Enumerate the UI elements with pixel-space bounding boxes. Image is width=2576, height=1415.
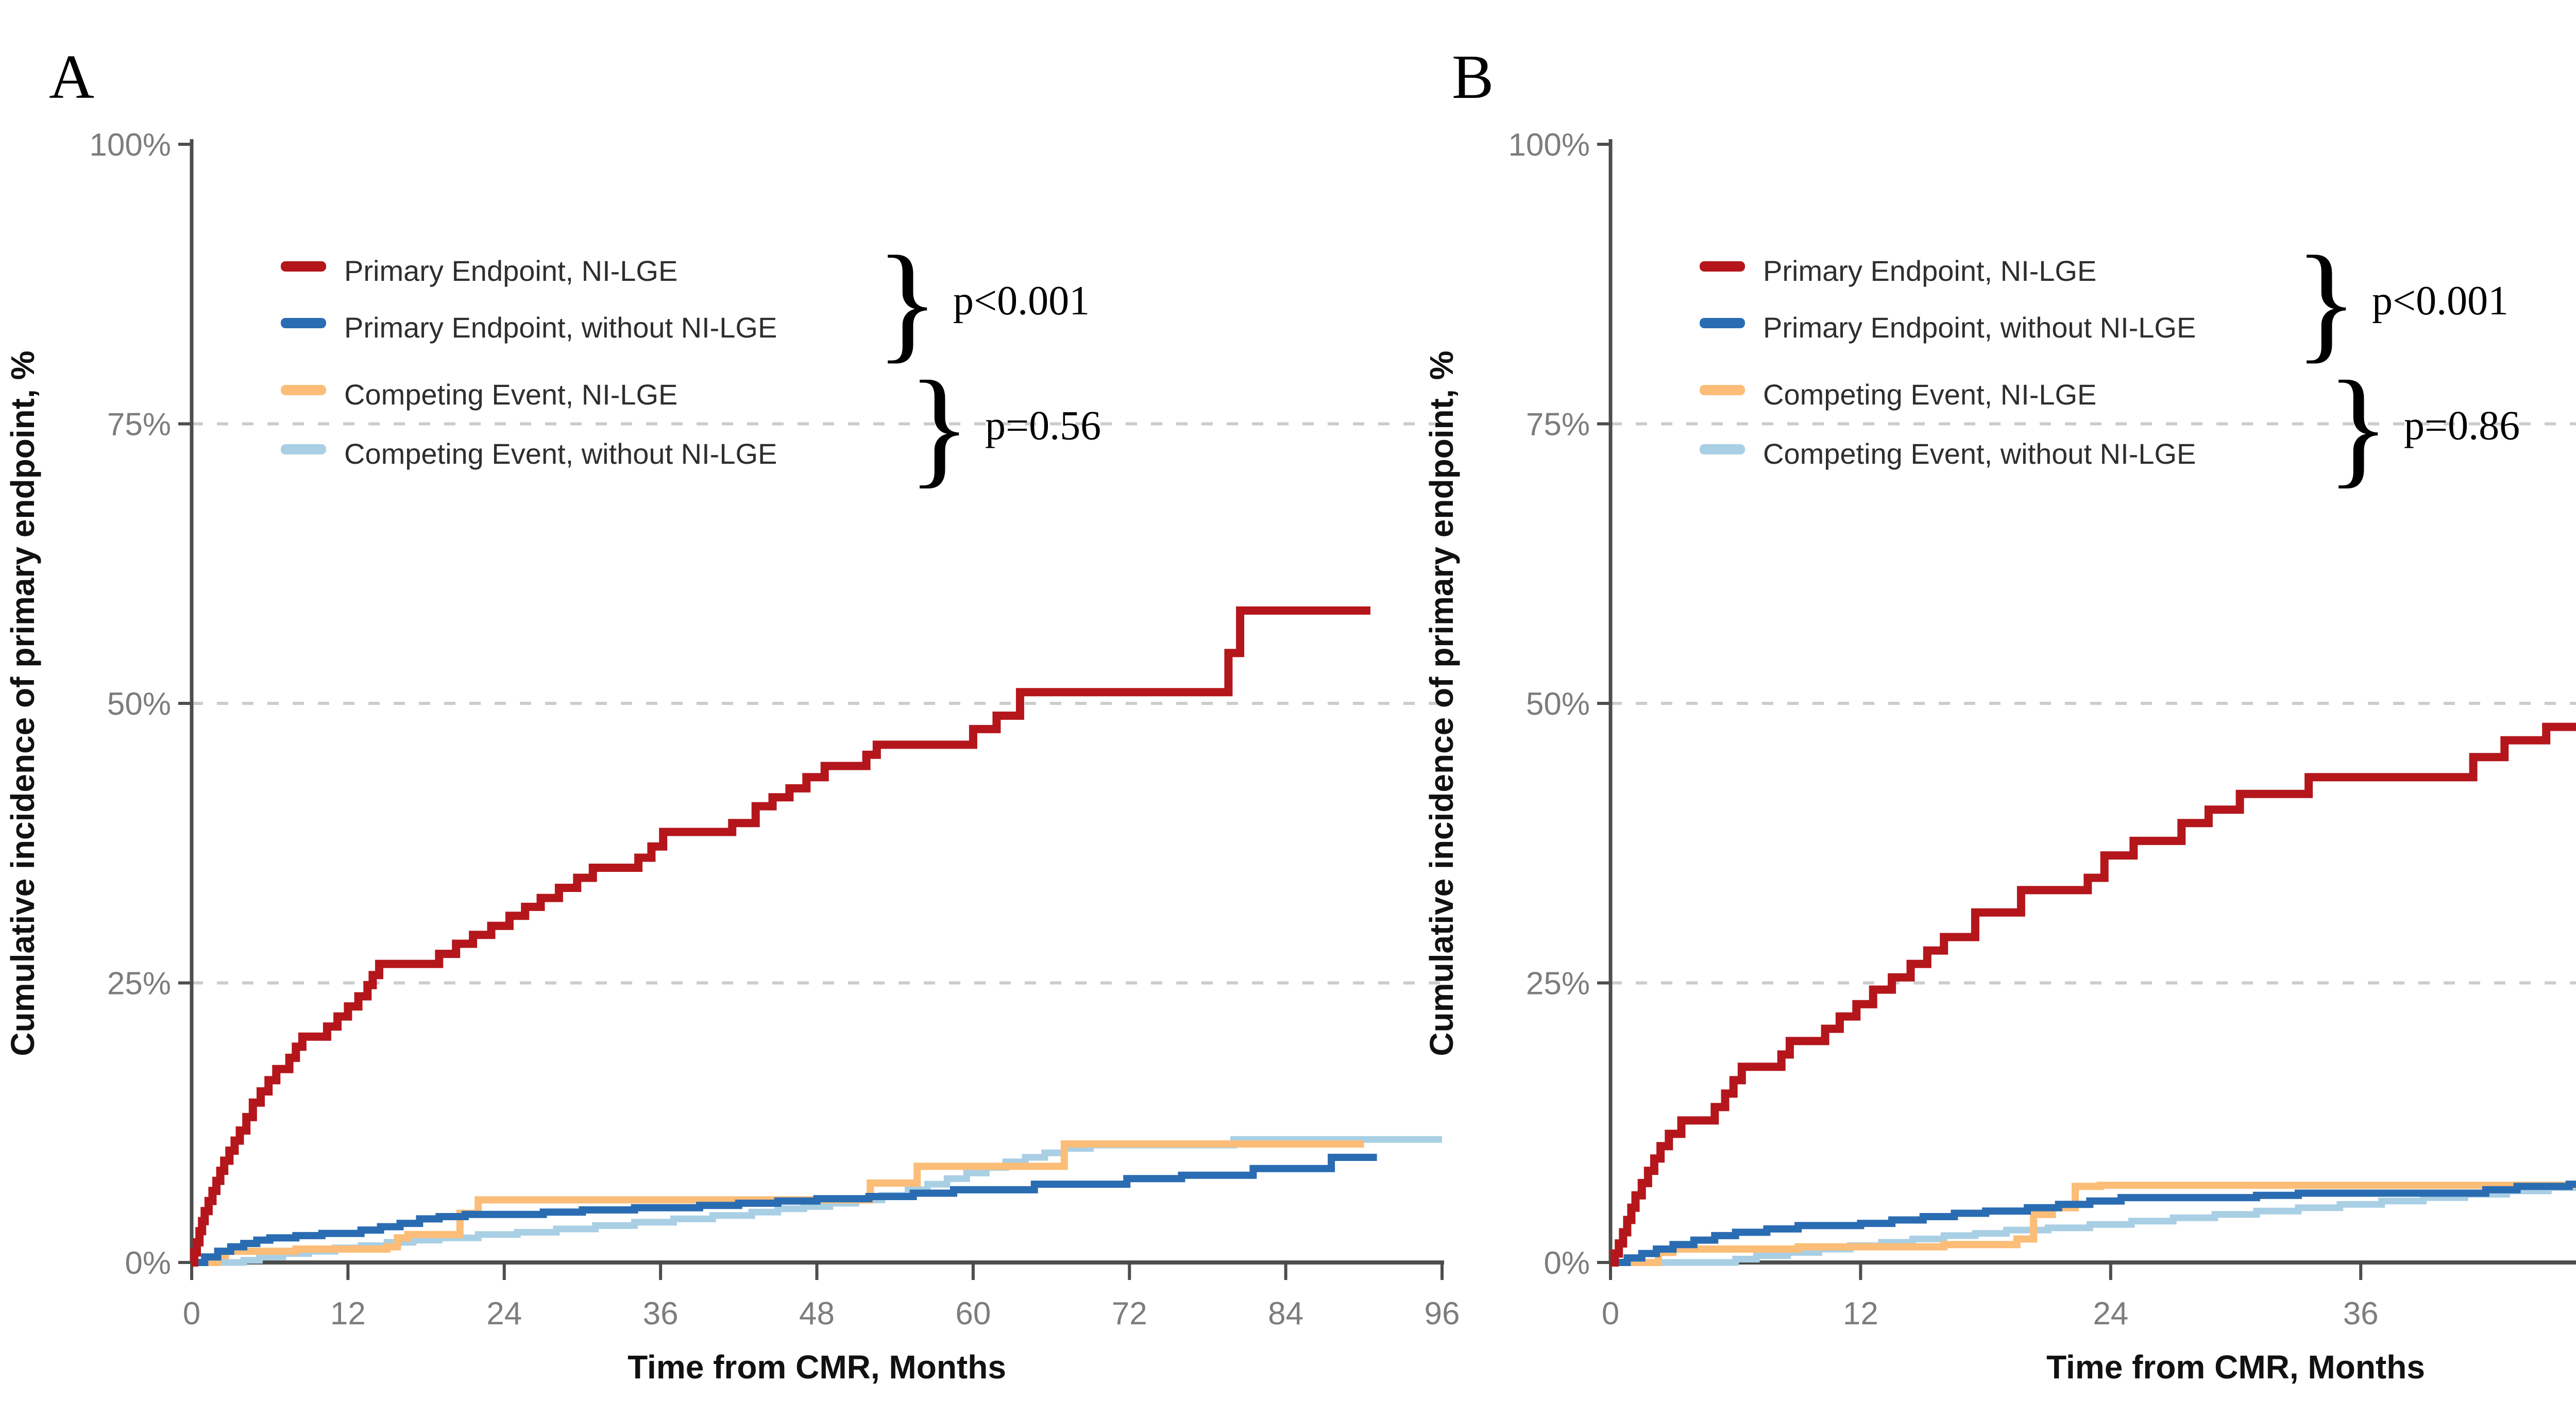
p-value-competing: p=0.56 [985, 403, 1101, 449]
legend-swatch-primary-endpoint-ni-lge [1700, 261, 1745, 272]
legend-swatch-competing-event-without-ni-lge [281, 444, 326, 454]
brace-competing: } [2327, 355, 2389, 500]
x-axis-title: Time from CMR, Months [628, 1349, 1006, 1386]
brace-competing: } [908, 355, 971, 500]
y-tick-label: 0% [1544, 1245, 1590, 1281]
legend-label-competing-event-without-ni-lge: Competing Event, without NI-LGE [344, 437, 777, 470]
legend-label-competing-event-without-ni-lge: Competing Event, without NI-LGE [1763, 437, 2196, 470]
legend-swatch-competing-event-without-ni-lge [1700, 444, 1745, 454]
x-tick-label: 12 [1843, 1296, 1878, 1332]
y-tick-label: 100% [1508, 127, 1590, 163]
x-tick-label: 36 [2343, 1296, 2379, 1332]
y-tick-label: 50% [1526, 686, 1590, 722]
y-tick-label: 50% [107, 686, 171, 722]
x-tick-label: 60 [955, 1296, 991, 1332]
legend-label-competing-event-ni-lge: Competing Event, NI-LGE [1763, 378, 2096, 411]
x-tick-label: 0 [183, 1296, 200, 1332]
legend-swatch-competing-event-ni-lge [1700, 385, 1745, 395]
curve-competing-event-ni-lge-panel-B [1611, 1182, 2576, 1266]
y-axis-title: Cumulative incidence of primary endpoint… [4, 350, 41, 1056]
x-tick-label: 96 [1425, 1296, 1460, 1332]
curve-primary-endpoint-without-ni-lge-panel-B [1611, 1181, 2576, 1266]
legend-label-competing-event-ni-lge: Competing Event, NI-LGE [344, 378, 677, 411]
legend-swatch-competing-event-ni-lge [281, 385, 326, 395]
x-tick-label: 24 [2093, 1296, 2128, 1332]
y-tick-label: 75% [1526, 407, 1590, 443]
x-axis-title: Time from CMR, Months [2046, 1349, 2425, 1386]
y-axis-title: Cumulative incidence of primary endpoint… [1423, 350, 1460, 1056]
y-tick-label: 100% [89, 127, 171, 163]
legend-swatch-primary-endpoint-without-ni-lge [281, 318, 326, 328]
panel-letter-A: A [49, 42, 94, 112]
brace-primary: } [2295, 229, 2358, 375]
x-tick-label: 24 [486, 1296, 522, 1332]
curve-primary-endpoint-ni-lge-panel-B [1611, 722, 2576, 1267]
x-tick-label: 36 [643, 1296, 679, 1332]
x-tick-label: 72 [1112, 1296, 1147, 1332]
legend-label-primary-endpoint-without-ni-lge: Primary Endpoint, without NI-LGE [1763, 311, 2196, 344]
legend-swatch-primary-endpoint-ni-lge [281, 261, 326, 272]
y-tick-label: 0% [125, 1245, 171, 1281]
legend-label-primary-endpoint-without-ni-lge: Primary Endpoint, without NI-LGE [344, 311, 777, 344]
p-value-primary: p<0.001 [2372, 278, 2509, 324]
x-tick-label: 0 [1602, 1296, 1619, 1332]
p-value-competing: p=0.86 [2404, 403, 2520, 449]
x-tick-label: 48 [799, 1296, 835, 1332]
legend-label-primary-endpoint-ni-lge: Primary Endpoint, NI-LGE [1763, 255, 2096, 287]
panel-letter-B: B [1452, 42, 1494, 112]
x-tick-label: 12 [330, 1296, 366, 1332]
legend-swatch-primary-endpoint-without-ni-lge [1700, 318, 1745, 328]
y-tick-label: 75% [107, 407, 171, 443]
x-tick-label: 84 [1268, 1296, 1303, 1332]
curve-primary-endpoint-ni-lge-panel-A [190, 606, 1370, 1267]
brace-primary: } [876, 229, 939, 375]
p-value-primary: p<0.001 [953, 278, 1090, 324]
y-tick-label: 25% [1526, 966, 1590, 1002]
legend-label-primary-endpoint-ni-lge: Primary Endpoint, NI-LGE [344, 255, 677, 287]
y-tick-label: 25% [107, 966, 171, 1002]
curve-primary-endpoint-without-ni-lge-panel-A [192, 1154, 1377, 1266]
